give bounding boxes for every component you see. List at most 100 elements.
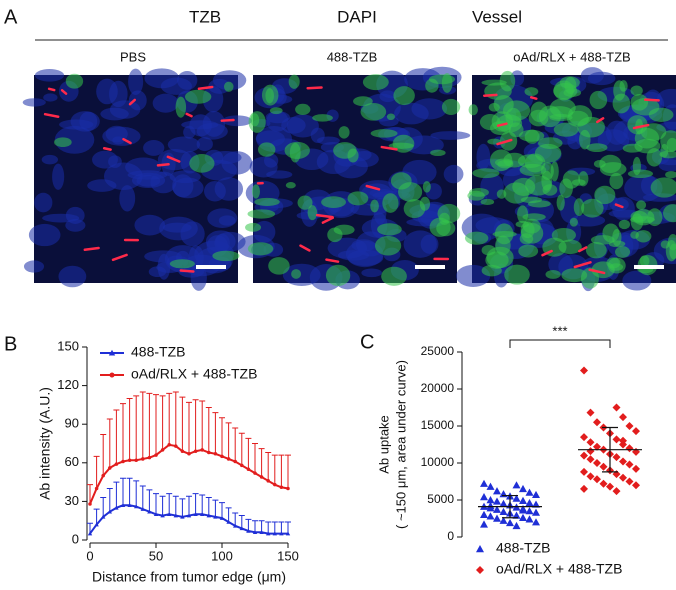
marker [625, 460, 634, 469]
marker [619, 436, 627, 445]
marker [94, 486, 99, 491]
error-bar [146, 489, 153, 512]
nucleus [181, 120, 219, 130]
tzb-signal [247, 209, 276, 219]
marker [200, 448, 204, 452]
nucleus [316, 136, 340, 145]
error-bar [139, 391, 146, 459]
nucleus [34, 192, 53, 213]
tzb-signal [257, 142, 276, 157]
marker [226, 519, 231, 524]
tzb-signal [184, 89, 212, 104]
marker [586, 447, 595, 456]
marker [632, 464, 640, 473]
error-bar [179, 396, 186, 452]
tzb-signal [333, 224, 355, 235]
tzb-signal [468, 104, 478, 116]
tzb-signal [665, 171, 676, 179]
nucleus [221, 151, 253, 175]
tzb-signal [189, 154, 215, 173]
scale-bar [634, 265, 664, 269]
nucleus [43, 93, 58, 102]
vessel [306, 86, 323, 90]
vessel [315, 213, 334, 219]
y-tick-label: 10000 [421, 455, 455, 469]
vessel [185, 112, 193, 118]
tzb-signal [360, 102, 387, 121]
nucleus [23, 260, 45, 273]
tzb-signal [480, 198, 495, 206]
error-bar [278, 454, 285, 488]
tzb-signal [441, 98, 461, 115]
legend-label: 488-TZB [131, 344, 185, 360]
marker [213, 452, 218, 456]
tzb-signal [254, 197, 280, 206]
error-bar [93, 508, 100, 525]
tzb-signal [609, 172, 624, 190]
tzb-signal [333, 142, 357, 159]
error-bar [139, 485, 146, 510]
marker [606, 482, 614, 491]
error-bar [100, 433, 107, 476]
y-tick-label: 5000 [427, 492, 454, 506]
error-bar [120, 477, 126, 506]
tzb-signal [251, 184, 260, 199]
tzb-signal [212, 250, 240, 262]
marker [619, 457, 627, 466]
tzb-signal [556, 194, 565, 211]
nucleus [162, 222, 192, 233]
nucleus [403, 135, 444, 155]
sd-bar [602, 426, 618, 473]
nucleus [92, 150, 118, 169]
scale-bar [196, 265, 226, 269]
tzb-signal [524, 87, 539, 97]
error-bar [192, 493, 199, 515]
tzb-signal [245, 222, 262, 232]
marker [187, 452, 191, 456]
error-bar [153, 394, 159, 456]
error-bar [265, 452, 272, 481]
nucleus [580, 67, 604, 84]
tzb-signal [321, 196, 346, 208]
nucleus [361, 268, 382, 278]
tzb-signal [530, 101, 548, 123]
tzb-signal [627, 169, 654, 179]
marker [141, 457, 145, 461]
y-tick-label: 30 [65, 493, 79, 508]
error-bar [93, 455, 100, 489]
vessel [573, 261, 592, 269]
tzb-signal [646, 148, 663, 167]
nucleus [100, 107, 129, 121]
nucleus [96, 78, 118, 105]
tzb-signal [485, 251, 509, 269]
tzb-signal [522, 213, 546, 221]
tzb-signal [578, 171, 589, 187]
nucleus [394, 102, 429, 125]
error-bar [212, 412, 219, 454]
y-tick-label: 20000 [421, 381, 455, 395]
tzb-signal [297, 195, 313, 210]
error-bar [192, 399, 199, 452]
nucleus [212, 70, 247, 91]
vessel [128, 98, 137, 106]
group-label: PBS [120, 49, 146, 64]
tzb-signal [441, 73, 453, 93]
nucleus [148, 266, 167, 278]
tzb-signal [491, 111, 514, 132]
tzb-signal [542, 184, 558, 196]
nucleus [112, 136, 125, 145]
tzb-signal [374, 235, 402, 256]
tzb-signal [667, 234, 676, 251]
tzb-signal [307, 205, 318, 221]
nucleus [167, 136, 201, 153]
tzb-signal [295, 103, 311, 116]
tzb-signal [495, 235, 511, 256]
marker [619, 473, 627, 482]
vessel [380, 145, 398, 151]
x-tick-label: 100 [211, 548, 233, 563]
tzb-signal [269, 107, 283, 115]
error-bar [225, 422, 232, 459]
error-bar [179, 498, 186, 517]
tzb-signal [169, 259, 195, 269]
